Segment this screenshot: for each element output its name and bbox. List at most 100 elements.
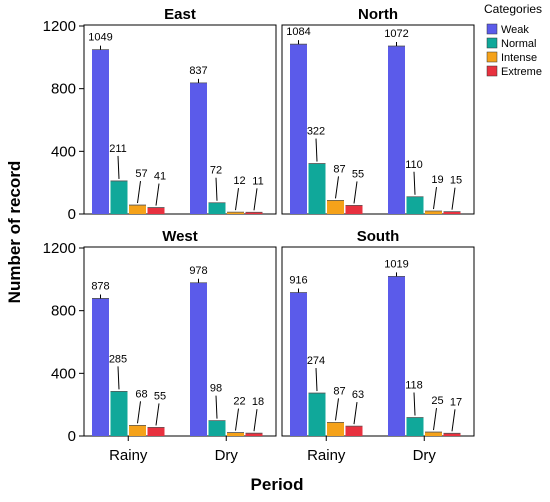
data-label: 55 xyxy=(352,168,364,180)
data-label: 17 xyxy=(450,396,462,408)
data-label: 15 xyxy=(450,175,462,187)
bar-normal-rainy xyxy=(308,393,326,436)
legend-swatch-intense xyxy=(486,51,498,63)
data-label: 916 xyxy=(289,274,307,286)
legend-label-intense: Intense xyxy=(501,52,537,64)
data-label: 110 xyxy=(405,159,423,171)
legend-label-normal: Normal xyxy=(501,38,536,50)
data-label: 68 xyxy=(135,388,147,400)
panel-north: North 1084 322 87 55 1072 110 19 15 xyxy=(281,6,475,215)
bar-extreme-rainy xyxy=(147,207,165,214)
data-label: 55 xyxy=(154,390,166,402)
bar-weak-dry xyxy=(388,276,405,436)
bar-intense-dry xyxy=(227,212,244,214)
data-label: 87 xyxy=(333,385,345,397)
label-leader-line xyxy=(315,368,318,392)
bar-intense-rainy xyxy=(327,200,344,214)
data-label: 1049 xyxy=(88,32,112,44)
panel-frame xyxy=(83,24,277,215)
y-tick-label: 1200 xyxy=(43,240,76,257)
bar-extreme-dry xyxy=(245,212,263,214)
bar-normal-dry xyxy=(208,420,226,436)
bar-intense-dry xyxy=(425,211,442,214)
panel-frame xyxy=(281,24,475,215)
legend-swatch-weak xyxy=(486,23,498,35)
y-axis-label: Number of record xyxy=(5,161,24,304)
legend-title: Categories xyxy=(484,2,542,16)
panel-frame xyxy=(83,246,277,437)
bar-extreme-dry xyxy=(443,211,461,214)
legend: Categories Weak Normal Intense Extreme xyxy=(484,2,542,78)
data-label: 1019 xyxy=(384,258,408,270)
bar-intense-rainy xyxy=(327,422,344,436)
bar-weak-rainy xyxy=(290,44,307,214)
data-label: 87 xyxy=(333,163,345,175)
bar-weak-dry xyxy=(190,82,207,215)
data-label: 322 xyxy=(307,126,325,138)
y-tick-label: 400 xyxy=(51,143,76,160)
bar-normal-rainy xyxy=(110,391,128,436)
bar-weak-rainy xyxy=(92,298,109,436)
panel-east: East 0 400 800 1200 1049 211 57 41 837 72 12 11 xyxy=(43,6,277,223)
label-leader-line xyxy=(137,401,141,424)
bar-normal-dry xyxy=(406,196,424,214)
label-leader-line xyxy=(433,408,437,431)
bar-normal-dry xyxy=(406,417,424,436)
y-tick-label: 1200 xyxy=(43,18,76,35)
label-leader-line xyxy=(451,409,456,432)
label-leader-line xyxy=(235,408,239,431)
label-leader-line xyxy=(117,366,120,390)
y-tick-label: 400 xyxy=(51,365,76,382)
legend-swatch-extreme xyxy=(486,65,498,77)
panels: East 0 400 800 1200 1049 211 57 41 837 72 12 11 North… xyxy=(43,6,475,464)
data-label: 978 xyxy=(189,265,207,277)
bar-extreme-dry xyxy=(443,433,461,436)
label-leader-line xyxy=(315,138,318,162)
panel-title: West xyxy=(162,228,198,245)
label-leader-line xyxy=(117,155,120,179)
label-leader-line xyxy=(335,176,339,199)
x-tick-label-dry: Dry xyxy=(215,447,239,464)
y-tick-label: 0 xyxy=(68,206,76,223)
data-label: 1084 xyxy=(286,26,310,38)
bar-extreme-rainy xyxy=(147,427,165,436)
data-label: 22 xyxy=(233,396,245,408)
y-tick-label: 0 xyxy=(68,428,76,445)
label-leader-line xyxy=(413,392,416,416)
label-leader-line xyxy=(215,395,218,419)
data-label: 1072 xyxy=(384,28,408,40)
data-label: 72 xyxy=(210,165,222,177)
legend-swatch-normal xyxy=(486,37,498,49)
data-label: 25 xyxy=(431,395,443,407)
label-leader-line xyxy=(155,183,160,206)
x-tick-label-dry: Dry xyxy=(413,447,437,464)
y-tick-label: 800 xyxy=(51,303,76,320)
data-label: 19 xyxy=(431,174,443,186)
bar-intense-dry xyxy=(227,432,244,436)
data-label: 57 xyxy=(135,168,147,180)
bar-intense-rainy xyxy=(129,205,146,214)
bar-normal-rainy xyxy=(110,180,128,214)
panel-west: West 0 400 800 1200 878 285 68 55 Rainy 978 98 22 18 D… xyxy=(43,228,277,464)
bar-weak-rainy xyxy=(290,292,307,436)
label-leader-line xyxy=(253,188,258,211)
label-leader-line xyxy=(353,181,358,204)
panel-frame xyxy=(281,246,475,437)
panel-title: East xyxy=(164,6,196,23)
label-leader-line xyxy=(413,171,416,195)
legend-label-extreme: Extreme xyxy=(501,66,542,78)
legend-label-weak: Weak xyxy=(501,24,529,36)
x-axis-label: Period xyxy=(251,475,304,494)
label-leader-line xyxy=(253,409,258,432)
bar-weak-dry xyxy=(190,282,207,436)
label-leader-line xyxy=(215,177,218,201)
label-leader-line xyxy=(137,181,141,204)
label-leader-line xyxy=(433,186,437,210)
data-label: 878 xyxy=(91,280,109,292)
x-tick-label-rainy: Rainy xyxy=(109,447,148,464)
data-label: 211 xyxy=(109,143,127,155)
bar-intense-dry xyxy=(425,432,442,436)
bar-extreme-dry xyxy=(245,433,263,436)
panel-title: South xyxy=(357,228,400,245)
panel-south: South 916 274 87 63 Rainy 1019 118 25 17 Dry xyxy=(281,228,475,464)
